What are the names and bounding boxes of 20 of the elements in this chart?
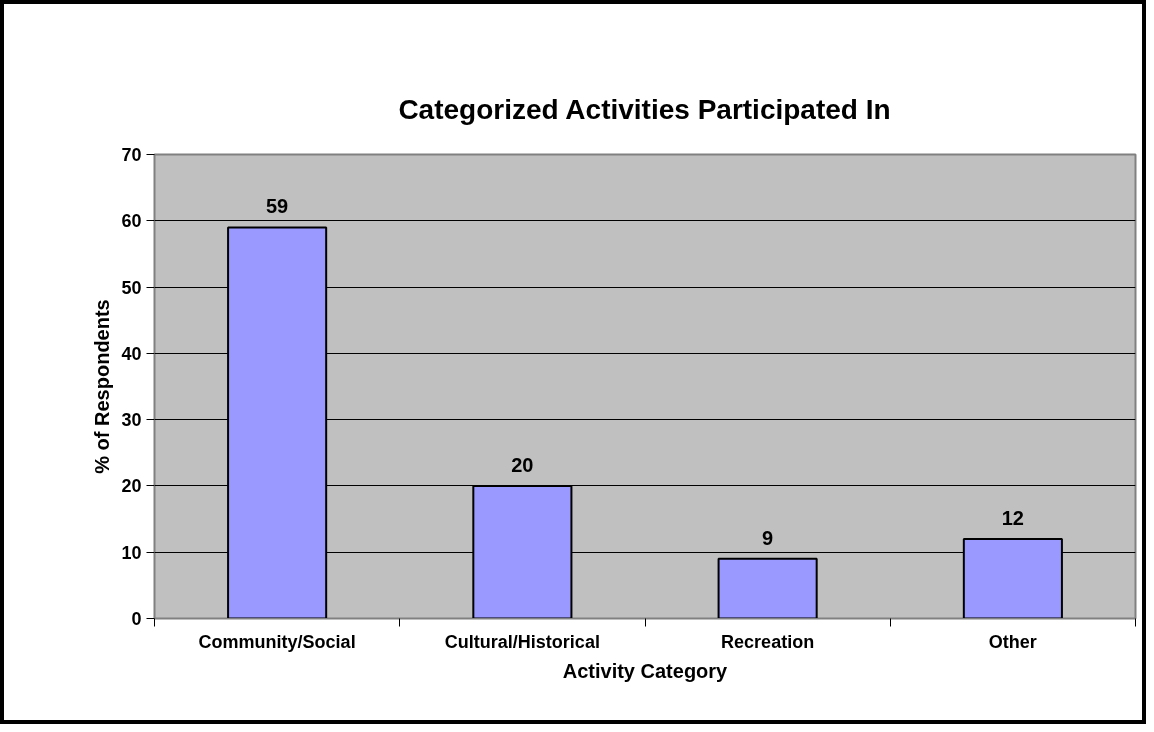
y-tick-label: 70 xyxy=(121,145,142,165)
y-tick-label: 0 xyxy=(131,609,142,629)
y-axis-title: % of Respondents xyxy=(91,299,114,474)
y-tick-label: 20 xyxy=(121,476,142,497)
data-label: 20 xyxy=(511,453,534,476)
x-tick-label: Community/Social xyxy=(198,631,356,652)
x-axis-title: Activity Category xyxy=(562,659,729,682)
y-tick-label: 60 xyxy=(121,211,142,232)
y-tick-label: 30 xyxy=(121,410,142,431)
x-tick-label: Recreation xyxy=(721,631,815,652)
data-label: 12 xyxy=(1001,506,1024,529)
y-tick-label: 50 xyxy=(121,277,142,298)
x-tick-label: Other xyxy=(988,631,1037,652)
y-tick-label: 10 xyxy=(121,542,142,563)
chart-title: Categorized Activities Participated In xyxy=(398,93,891,125)
data-label: 9 xyxy=(762,526,774,549)
x-tick-label: Cultural/Historical xyxy=(444,631,600,652)
bar xyxy=(717,557,818,619)
data-label: 59 xyxy=(266,195,289,218)
y-tick-label: 40 xyxy=(121,343,142,364)
